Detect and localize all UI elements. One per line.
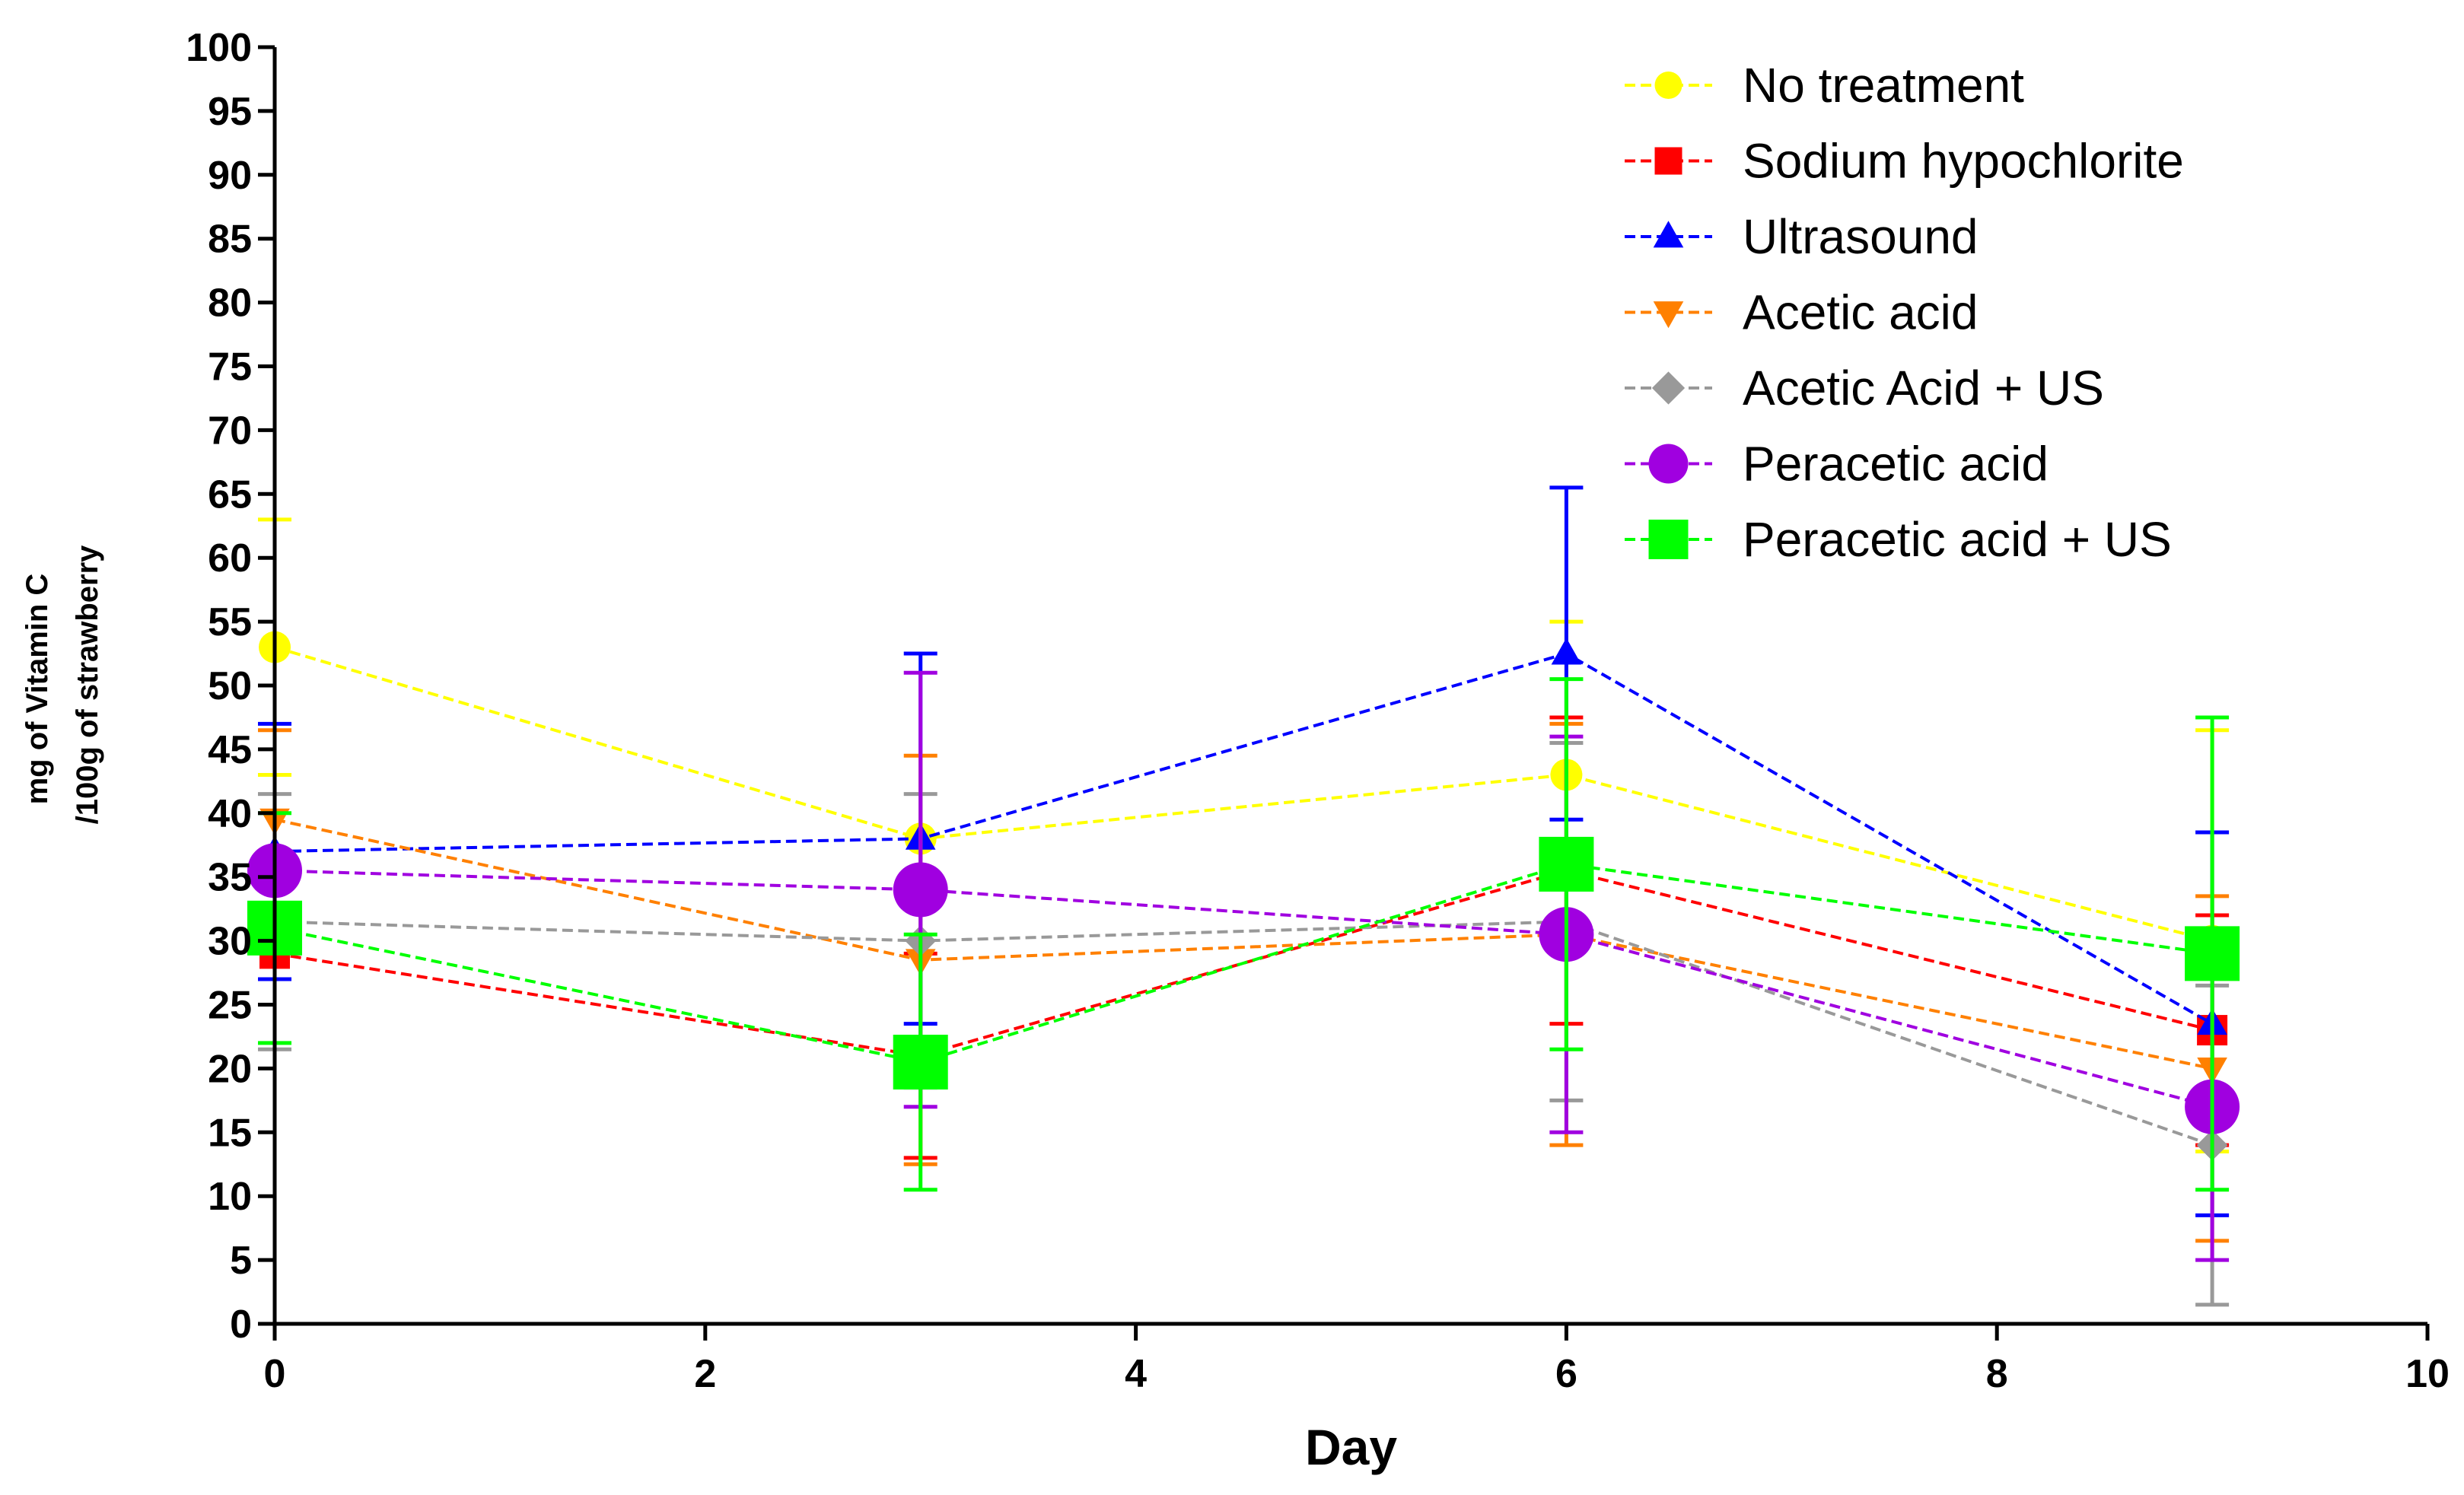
x-tick-label: 4 — [1125, 1352, 1147, 1396]
y-tick-label: 20 — [208, 1047, 252, 1091]
y-ticks: 0 5 10 15 20 25 30 35 40 45 50 55 60 65 70 75 80 85 90 95 10… — [186, 26, 275, 1347]
series-layer — [247, 485, 2240, 1307]
legend-label: Peracetic acid + US — [1743, 512, 2172, 567]
y-tick-label: 65 — [208, 472, 252, 517]
legend-label: Peracetic acid — [1743, 437, 2049, 491]
y-tick-label: 15 — [208, 1111, 252, 1155]
y-tick-label: 10 — [208, 1175, 252, 1219]
legend-label: Sodium hypochlorite — [1743, 134, 2184, 189]
legend: No treatment Sodium hypochlorite Ultrasoun… — [1625, 58, 2184, 567]
series-ultrasound — [258, 485, 2230, 1217]
y-axis-title: mg of Vitamin C /100g of strawberry — [21, 545, 104, 825]
legend-item: Acetic acid — [1625, 285, 1978, 340]
legend-marker — [1648, 444, 1689, 484]
series-acetic-acid — [258, 721, 2230, 1243]
y-tick-label: 30 — [208, 920, 252, 964]
legend-item: Sodium hypochlorite — [1625, 134, 2184, 189]
series-sodium-hypochlorite — [259, 715, 2230, 1160]
series-peracetic-acid — [247, 670, 2240, 1262]
legend-marker — [1653, 301, 1684, 329]
legend-label: Ultrasound — [1743, 209, 1979, 264]
y-axis-title-line-2: /100g of strawberry — [71, 545, 104, 825]
legend-label: Acetic acid — [1743, 285, 1978, 340]
data-point — [893, 862, 948, 918]
series-line — [274, 862, 2213, 1064]
legend-item: Ultrasound — [1625, 209, 1979, 264]
legend-item: Acetic Acid + US — [1625, 361, 2104, 415]
legend-item: No treatment — [1625, 58, 2024, 113]
data-point — [1539, 836, 1594, 892]
legend-label: Acetic Acid + US — [1743, 361, 2104, 415]
y-tick-label: 75 — [208, 345, 252, 390]
series-peracetic-acid-us — [247, 677, 2240, 1192]
y-tick-label: 70 — [208, 409, 252, 453]
data-point — [2185, 926, 2240, 981]
series-line — [274, 869, 2213, 1109]
y-tick-label: 0 — [230, 1303, 252, 1347]
x-tick-label: 6 — [1555, 1352, 1577, 1396]
series-line — [274, 645, 2213, 943]
series-acetic-acid-us — [258, 741, 2230, 1307]
y-tick-label: 55 — [208, 600, 252, 644]
y-tick-label: 80 — [208, 282, 252, 326]
legend-item: Peracetic acid — [1625, 437, 2049, 491]
y-tick-label: 85 — [208, 218, 252, 262]
x-tick-label: 10 — [2405, 1352, 2450, 1396]
data-point — [1551, 638, 1582, 665]
axes-layer: 0510152025303540455055606570758085909510… — [186, 26, 2450, 1396]
x-tick-label: 2 — [694, 1352, 716, 1396]
x-axis-title: Day — [1305, 1419, 1397, 1475]
y-tick-label: 50 — [208, 664, 252, 708]
y-axis-title-line-1: mg of Vitamin C — [21, 574, 54, 805]
legend-label: No treatment — [1743, 58, 2024, 113]
y-tick-label: 90 — [208, 154, 252, 198]
y-tick-label: 35 — [208, 856, 252, 900]
legend-item: Peracetic acid + US — [1625, 512, 2172, 567]
series-no-treatment — [258, 517, 2230, 1153]
legend-marker — [1654, 147, 1682, 175]
y-tick-label: 95 — [208, 90, 252, 134]
y-tick-label: 60 — [208, 536, 252, 581]
x-tick-label: 8 — [1986, 1352, 2008, 1396]
series-line — [274, 920, 2213, 1147]
x-ticks: 0 2 4 6 8 10 — [264, 1324, 2450, 1396]
series-line — [274, 651, 2214, 1026]
legend-marker — [1648, 520, 1689, 559]
legend-marker — [1651, 371, 1686, 405]
y-tick-label: 5 — [230, 1239, 252, 1283]
y-tick-label: 40 — [208, 792, 252, 836]
series-line — [274, 869, 2213, 1058]
legend-marker — [1653, 221, 1684, 248]
y-tick-label: 25 — [208, 984, 252, 1028]
y-tick-label: 45 — [208, 728, 252, 772]
x-tick-label: 0 — [264, 1352, 286, 1396]
y-tick-label: 100 — [186, 26, 252, 70]
legend-marker — [1654, 72, 1682, 99]
data-point — [893, 1035, 948, 1090]
series-line — [274, 818, 2213, 1070]
